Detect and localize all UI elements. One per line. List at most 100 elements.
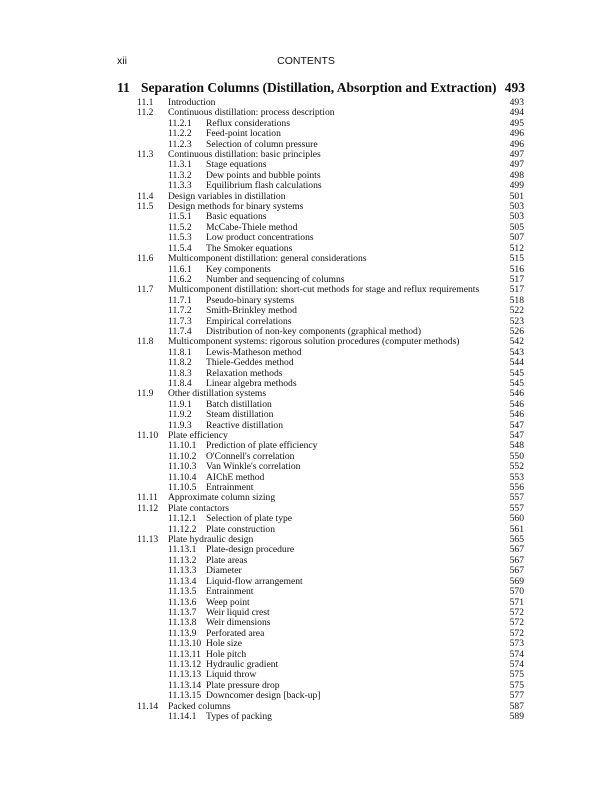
entry-number: 11.3: [137, 149, 154, 161]
toc-entry[interactable]: 11.3.1 Stage equations 497: [0, 159, 612, 171]
toc-entry[interactable]: 11.5.4 The Smoker equations 512: [0, 243, 612, 254]
toc-entry[interactable]: 11.10.1 Prediction of plate efficiency 548: [0, 440, 612, 451]
entry-title: Entrainment: [206, 586, 254, 598]
entry-title: Plate areas: [206, 554, 248, 566]
toc-entry[interactable]: 11.5.1 Basic equations 503: [0, 212, 612, 223]
entry-title: Feed-point location: [206, 128, 281, 140]
toc-entry[interactable]: 11.1 Introduction 493: [0, 97, 612, 108]
entry-page: 501: [509, 190, 524, 202]
toc-entry[interactable]: 11.6 Multicomponent distillation: general…: [0, 253, 612, 264]
entry-title: Plate pressure drop: [206, 679, 280, 691]
toc-entry[interactable]: 11.5.2 McCabe-Thiele method 505: [0, 222, 612, 233]
toc-entry[interactable]: 11.6.1 Key components 516: [0, 264, 612, 275]
toc-entry[interactable]: 11.13.3 Diameter 567: [0, 565, 612, 577]
entry-page: 545: [509, 377, 524, 389]
entry-number: 11.3.1: [168, 159, 192, 171]
toc-list: 11.1 Introduction 493 11.2 Continuous distil…: [0, 97, 612, 722]
toc-entry[interactable]: 11.8.3 Relaxation methods 545: [0, 368, 612, 379]
toc-entry[interactable]: 11.4 Design variables in distillation 501: [0, 190, 612, 202]
toc-entry[interactable]: 11.14.1 Types of packing 589: [0, 710, 612, 722]
entry-title: Low product concentrations: [206, 232, 314, 244]
toc-entry[interactable]: 11.8 Multicomponent systems: rigorous sol…: [0, 336, 612, 348]
running-title: CONTENTS: [277, 55, 335, 67]
entry-number: 11.13.1: [168, 544, 197, 556]
entry-page: 575: [509, 679, 524, 691]
toc-entry[interactable]: 11.2.3 Selection of column pressure 496: [0, 138, 612, 150]
toc-entry[interactable]: 11.10.5 Entrainment 556: [0, 482, 612, 493]
toc-entry[interactable]: 11.6.2 Number and sequencing of columns 51…: [0, 274, 612, 285]
toc-entry[interactable]: 11.7.4 Distribution of non-key components…: [0, 325, 612, 337]
entry-page: 577: [509, 690, 524, 702]
toc-entry[interactable]: 11.13.10 Hole size 573: [0, 638, 612, 650]
toc-entry[interactable]: 11.7.1 Pseudo-binary systems 518: [0, 295, 612, 306]
entry-page: 497: [509, 159, 524, 171]
toc-entry[interactable]: 11.10.3 Van Winkle's correlation 552: [0, 461, 612, 473]
toc-entry[interactable]: 11.9.2 Steam distillation 546: [0, 409, 612, 421]
toc-entry[interactable]: 11.13.12 Hydraulic gradient 574: [0, 659, 612, 670]
toc-entry[interactable]: 11.7 Multicomponent distillation: short-c…: [0, 284, 612, 295]
toc-entry[interactable]: 11.7.2 Smith-Brinkley method 522: [0, 305, 612, 317]
toc-entry[interactable]: 11.3.2 Dew points and bubble points 498: [0, 170, 612, 181]
entry-number: 11.7.2: [168, 305, 192, 317]
toc-entry[interactable]: 11.14 Packed columns 587: [0, 701, 612, 712]
toc-entry[interactable]: 11.13.6 Weep point 571: [0, 597, 612, 608]
entry-page: 526: [509, 325, 524, 337]
toc-entry[interactable]: 11.2 Continuous distillation: process des…: [0, 107, 612, 118]
entry-title: Van Winkle's correlation: [206, 461, 301, 473]
entry-title: Hole pitch: [206, 648, 247, 660]
entry-number: 11.12.2: [168, 523, 197, 535]
toc-entry[interactable]: 11.13.5 Entrainment 570: [0, 586, 612, 598]
toc-entry[interactable]: 11.10.2 O'Connell's correlation 550: [0, 451, 612, 462]
toc-entry[interactable]: 11.13.11 Hole pitch 574: [0, 648, 612, 660]
toc-entry[interactable]: 11.13.15 Downcomer design [back-up] 577: [0, 690, 612, 702]
toc-entry[interactable]: 11.2.1 Reflux considerations 495: [0, 117, 612, 129]
toc-entry[interactable]: 11.12 Plate contactors 557: [0, 503, 612, 514]
toc-entry[interactable]: 11.8.1 Lewis-Matheson method 543: [0, 347, 612, 358]
toc-entry[interactable]: 11.13.9 Perforated area 572: [0, 628, 612, 639]
entry-number: 11.13.5: [168, 586, 197, 598]
entry-number: 11.12.1: [168, 513, 197, 525]
toc-entry[interactable]: 11.11 Approximate column sizing 557: [0, 493, 612, 504]
toc-entry[interactable]: 11.2.2 Feed-point location 496: [0, 128, 612, 140]
entry-number: 11.9.3: [168, 419, 192, 431]
toc-entry[interactable]: 11.13.7 Weir liquid crest 572: [0, 607, 612, 618]
entry-number: 11.2.3: [168, 138, 192, 150]
toc-entry[interactable]: 11.8.2 Thiele-Geddes method 544: [0, 357, 612, 368]
toc-entry[interactable]: 11.7.3 Empirical correlations 523: [0, 316, 612, 327]
entry-title: Steam distillation: [206, 409, 274, 421]
entry-page: 495: [509, 117, 524, 129]
toc-entry[interactable]: 11.13.13 Liquid throw 575: [0, 669, 612, 680]
toc-entry[interactable]: 11.12.1 Selection of plate type 560: [0, 513, 612, 525]
entry-number: 11.1: [137, 97, 154, 108]
entry-title: Other distillation systems: [168, 388, 267, 400]
entry-title: Smith-Brinkley method: [206, 305, 297, 317]
toc-entry[interactable]: 11.3.3 Equilibrium flash calculations 499: [0, 180, 612, 192]
toc-entry[interactable]: 11.5.3 Low product concentrations 507: [0, 232, 612, 244]
toc-entry[interactable]: 11.13.14 Plate pressure drop 575: [0, 679, 612, 691]
toc-entry[interactable]: 11.9 Other distillation systems 546: [0, 388, 612, 400]
toc-entry[interactable]: 11.9.1 Batch distillation 546: [0, 399, 612, 410]
entry-page: 499: [509, 180, 524, 192]
entry-page: 522: [509, 305, 524, 317]
toc-entry[interactable]: 11.8.4 Linear algebra methods 545: [0, 377, 612, 389]
toc-entry[interactable]: 11.13 Plate hydraulic design 565: [0, 534, 612, 545]
toc-entry[interactable]: 11.12.2 Plate construction 561: [0, 523, 612, 535]
toc-entry[interactable]: 11.10.4 AIChE method 553: [0, 472, 612, 483]
toc-entry[interactable]: 11.10 Plate efficiency 547: [0, 430, 612, 441]
toc-entry[interactable]: 11.5 Design methods for binary systems 503: [0, 201, 612, 213]
toc-entry[interactable]: 11.13.8 Weir dimensions 572: [0, 617, 612, 628]
entry-page: 589: [509, 710, 524, 722]
entry-title: Diameter: [206, 565, 242, 577]
entry-page: 573: [509, 638, 524, 650]
entry-page: 503: [509, 201, 524, 213]
entry-number: 11.10: [137, 430, 159, 441]
toc-entry[interactable]: 11.3 Continuous distillation: basic princ…: [0, 149, 612, 161]
entry-title: Hole size: [206, 638, 242, 650]
entry-page: 542: [509, 336, 524, 348]
toc-entry[interactable]: 11.13.1 Plate-design procedure 567: [0, 544, 612, 556]
entry-number: 11.2.1: [168, 117, 192, 129]
chapter-heading[interactable]: 11 Separation Columns (Distillation, Abs…: [117, 79, 525, 96]
toc-entry[interactable]: 11.13.2 Plate areas 567: [0, 554, 612, 566]
toc-entry[interactable]: 11.13.4 Liquid-flow arrangement 569: [0, 576, 612, 587]
toc-entry[interactable]: 11.9.3 Reactive distillation 547: [0, 419, 612, 431]
